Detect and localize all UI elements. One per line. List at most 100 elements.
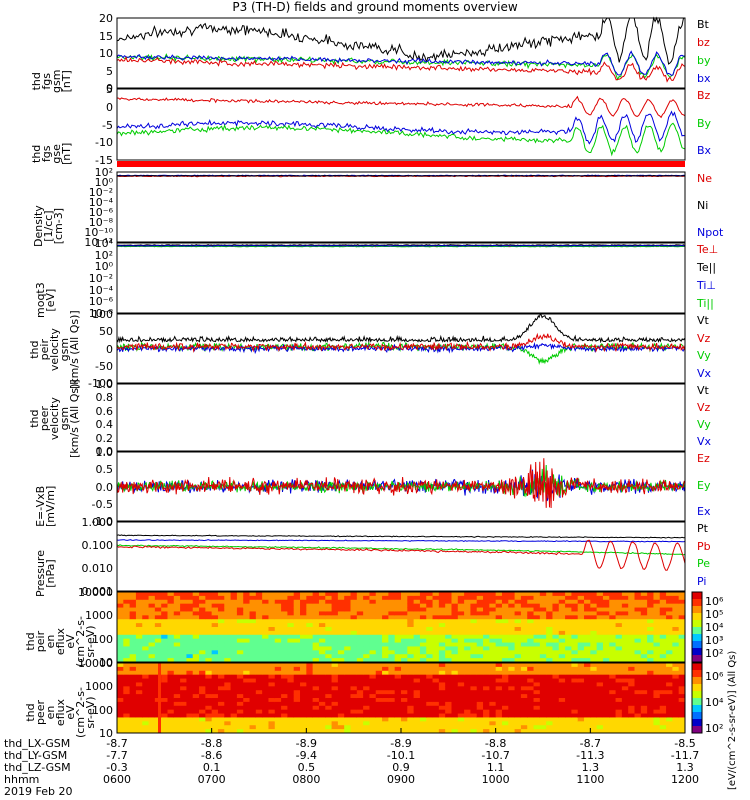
spec-cell [577,658,585,663]
spec-cell [344,627,352,632]
spec-cell [199,630,206,636]
spec-cell [148,686,156,691]
spec-cell [337,619,345,624]
spec-cell [628,642,636,647]
xaxis-value: 1.3 [581,761,600,774]
spec-cell [205,607,213,612]
spec-cell [369,599,377,605]
spec-cell [577,611,585,616]
spec-cell [300,619,307,624]
spec-cell [584,599,591,605]
spec-cell [135,729,143,734]
spec-cell [413,646,421,651]
spec-cell [489,717,497,722]
spec-cell [161,650,168,655]
spec-cell [117,646,124,651]
spec-cell [584,630,591,636]
spec-cell [546,592,553,597]
spec-cell [678,713,686,718]
spec-cell [634,701,642,707]
spec-cell [262,658,269,663]
spec-cell [199,607,206,612]
spec-cell [470,701,478,707]
spec-cell [268,599,276,605]
spec-cell [318,670,326,676]
spec-cell [350,603,358,609]
spec-cell [457,638,465,644]
spec-cell [350,698,358,703]
spec-cell [514,658,522,663]
spec-cell [565,595,572,601]
spec-cell [476,698,484,703]
spec-cell [117,686,124,691]
spec-cell [464,721,471,726]
spec-cell [552,654,560,659]
spec-cell [438,592,446,597]
y-tick-label: 1000 [85,680,113,694]
spec-cell [628,627,636,632]
spec-cell [199,709,206,715]
xaxis-row-label: thd_LX-GSM [4,737,71,750]
spec-cell [672,654,680,659]
spec-cell [312,619,320,624]
spec-cell [293,592,301,597]
spec-cell [565,642,572,647]
spec-cell [438,646,446,651]
spec-cell [558,619,566,624]
spec-cell [457,630,465,636]
spec-cell [476,674,484,680]
spec-cell [192,611,200,616]
spec-cell [173,642,181,647]
spec-cell [401,674,408,680]
spec-cell [672,701,680,707]
spec-cell [659,666,667,672]
spec-cell [501,595,509,601]
spec-cell [337,682,345,687]
colorbar-2-seg [692,712,702,720]
spec-cell [464,619,471,624]
spec-cell [255,654,263,659]
y-tick-label: 10⁻¹⁰ [84,226,113,239]
spec-cell [615,611,623,616]
spec-cell [653,630,661,636]
spec-cell [211,666,219,672]
spec-cell [659,663,667,668]
spec-cell [653,717,661,722]
spec-cell [262,638,269,644]
spec-cell [262,717,269,722]
spec-cell [464,690,471,695]
spec-cell [470,686,478,691]
spec-cell [161,592,168,597]
y-tick-label: -5 [102,118,113,132]
spec-cell [640,642,648,647]
spec-cell [268,623,276,628]
spec-cell [173,646,181,651]
spec-cell [495,619,503,624]
spec-cell [520,717,528,722]
spec-cell [344,717,352,722]
xaxis-value: -8.6 [200,749,223,762]
spec-cell [426,682,434,687]
spec-cell [520,694,528,699]
spec-cell [401,603,408,609]
spec-cell [514,682,522,687]
spec-cell [293,630,301,636]
spec-cell [552,615,560,620]
spec-cell [634,658,642,663]
spec-cell [659,694,667,699]
spec-cell [249,663,257,668]
spec-cell [382,607,389,612]
spec-cell [426,666,434,672]
spec-cell [337,654,345,659]
spec-cell [520,713,528,718]
spec-cell [268,642,276,647]
spec-cell [495,729,503,734]
spec-cell [539,592,547,597]
spec-cell [621,642,629,647]
spec-cell [236,713,244,718]
spec-cell [678,607,686,612]
spec-cell [236,634,244,640]
spec-cell [375,638,383,644]
xaxis-value: 0.5 [297,761,316,774]
spec-cell [312,717,320,722]
